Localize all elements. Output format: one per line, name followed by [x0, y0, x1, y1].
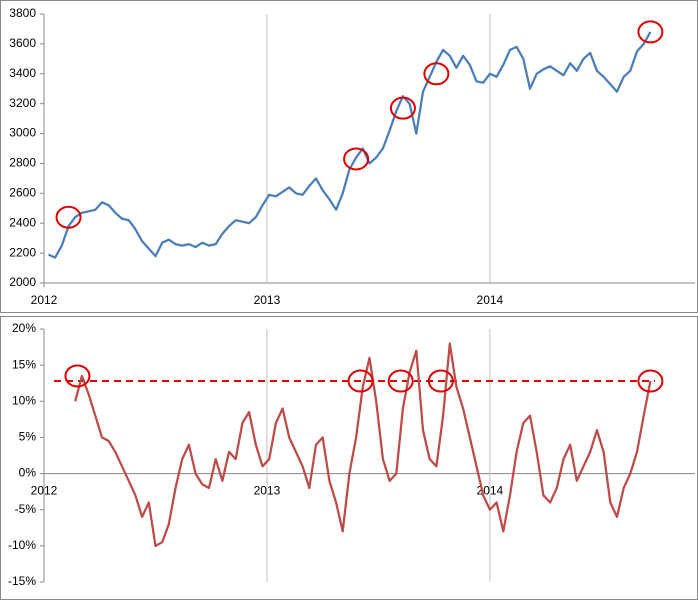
panel-frame	[0, 316, 698, 600]
highlight-circle	[427, 369, 454, 393]
highlight-circle	[64, 364, 91, 388]
y-tick-label: 3000	[9, 126, 36, 140]
y-tick-label: 3800	[9, 6, 36, 20]
y-tick-label: 15%	[12, 357, 36, 371]
y-tick-label: 5%	[19, 430, 37, 444]
panel-frame	[0, 0, 698, 313]
highlight-circle	[637, 369, 664, 393]
y-tick-label: 0%	[19, 466, 37, 480]
y-tick-label: 3600	[9, 36, 36, 50]
x-tick-label: 2012	[31, 484, 58, 498]
y-tick-label: 2200	[9, 245, 36, 259]
y-tick-label: 2800	[9, 156, 36, 170]
y-tick-label: -15%	[8, 574, 36, 588]
data-line	[48, 31, 652, 259]
x-tick-label: 2013	[254, 484, 281, 498]
highlight-circle	[343, 147, 370, 171]
y-tick-label: 3200	[9, 96, 36, 110]
highlight-circle	[637, 20, 664, 44]
y-tick-label: 2600	[9, 186, 36, 200]
data-line	[74, 342, 652, 548]
x-tick-label: 2013	[254, 293, 281, 307]
x-tick-label: 2012	[31, 293, 58, 307]
highlight-circle	[387, 369, 414, 393]
x-tick-label: 2014	[477, 293, 504, 307]
y-tick-label: -10%	[8, 538, 36, 552]
highlight-circle	[55, 205, 82, 229]
y-tick-label: 2000	[9, 275, 36, 289]
y-tick-label: 2400	[9, 215, 36, 229]
y-tick-label: 20%	[12, 321, 36, 335]
highlight-circle	[347, 369, 374, 393]
y-tick-label: -5%	[15, 502, 37, 516]
highlight-circle	[423, 62, 450, 86]
y-tick-label: 10%	[12, 393, 36, 407]
y-tick-label: 3400	[9, 66, 36, 80]
highlight-circle	[389, 96, 416, 120]
